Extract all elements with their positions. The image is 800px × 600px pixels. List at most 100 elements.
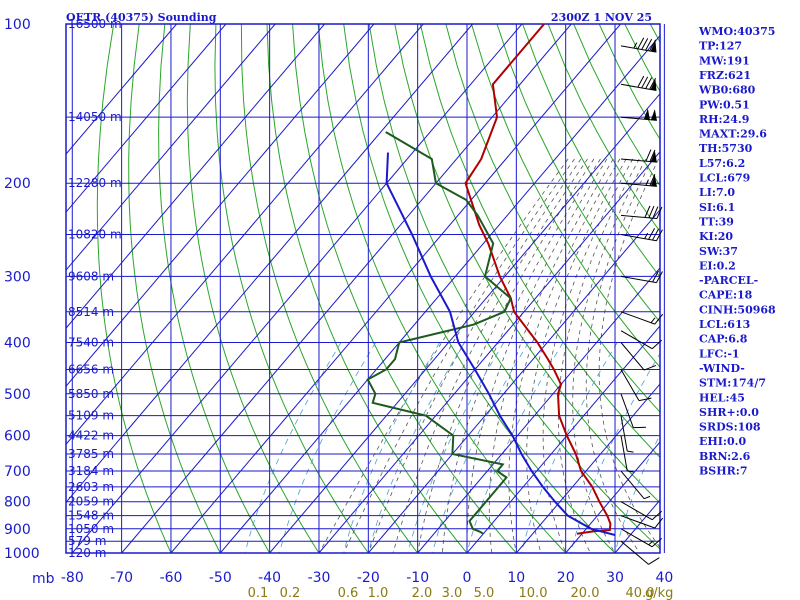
wind-barb-feather	[649, 39, 657, 52]
wind-barb-staff	[620, 515, 655, 529]
wind-barb-half-feather	[627, 470, 634, 473]
wind-barb	[620, 149, 657, 163]
index-value: RH:24.9	[699, 113, 749, 126]
index-value: LFC:-1	[699, 347, 740, 360]
height-label: 12280 m	[68, 176, 122, 190]
wind-barb	[620, 470, 651, 500]
isotherm-line	[219, 34, 660, 553]
wind-barbs	[620, 37, 664, 565]
wind-barb-staff	[620, 501, 653, 521]
wind-barb-feather	[654, 517, 664, 529]
wind-barb-feather	[643, 364, 657, 371]
height-label: 8514 m	[68, 305, 114, 319]
wind-barb-half-feather	[650, 317, 656, 324]
chart-title: OETR (40375) Sounding	[66, 11, 217, 24]
isotherm-line	[66, 24, 424, 446]
wind-barb	[620, 342, 657, 371]
temperature-tick-label: -40	[258, 570, 281, 586]
pressure-tick-label: 900	[4, 522, 31, 538]
index-value: FRZ:621	[699, 69, 751, 82]
isotherm-line	[66, 24, 325, 329]
index-value: LCL:613	[699, 318, 750, 331]
wind-barb	[620, 108, 657, 121]
mixing-ratio-label: 3.0	[442, 586, 463, 600]
index-value: SW:37	[699, 245, 738, 258]
isotherm-line	[466, 325, 660, 553]
height-label: 2603 m	[68, 480, 114, 494]
index-value: CINH:50968	[699, 303, 776, 316]
index-value: BRN:2.6	[699, 450, 751, 463]
wind-barb-feather	[637, 37, 645, 50]
mixing-ratio-label: 40.0	[626, 586, 655, 600]
isotherm-line	[515, 383, 660, 553]
height-label: 3184 m	[68, 464, 114, 478]
index-value: MAXT:29.6	[699, 128, 767, 141]
temperature-tick-label: -10	[406, 570, 429, 586]
temperature-profile-line	[464, 24, 612, 535]
index-value: TH:5730	[699, 142, 753, 155]
wind-barb-feather	[656, 271, 663, 283]
wind-barb-feather	[648, 557, 660, 565]
wind-barb-staff	[620, 435, 628, 472]
isotherm-line	[565, 441, 660, 553]
isotherm-line	[417, 267, 660, 553]
wind-barb-staff	[620, 116, 657, 121]
moist-adiabat-line	[598, 158, 660, 548]
index-value: MW:191	[699, 54, 750, 67]
index-value: LCL:679	[699, 172, 750, 185]
wind-barb-feather	[649, 77, 657, 90]
height-label: 2059 m	[68, 495, 114, 509]
temperature-tick-label: -60	[160, 570, 183, 586]
mixing-ratio-label: 1.0	[368, 586, 389, 600]
temperature-tick-label: -50	[209, 570, 232, 586]
wind-barb-feather	[645, 77, 653, 89]
index-value: STM:174/7	[699, 377, 766, 390]
pressure-unit-label: mb	[32, 571, 55, 587]
wind-barb-half-feather	[643, 495, 651, 500]
index-value: CAPE:18	[699, 289, 753, 302]
pressure-tick-label: 100	[4, 17, 31, 33]
index-value: BSHR:7	[699, 465, 748, 478]
parcel-profile-line	[385, 152, 616, 537]
pressure-tick-label: 300	[4, 269, 31, 285]
index-value: -PARCEL-	[699, 274, 758, 287]
pressure-tick-label: 800	[4, 495, 31, 511]
isotherm-line	[66, 24, 375, 388]
height-label: 5850 m	[68, 387, 114, 401]
temperature-tick-label: 20	[557, 570, 575, 586]
wind-barb-staff	[620, 214, 657, 220]
isotherm-line	[66, 24, 177, 155]
wind-barb	[620, 435, 634, 473]
moist-adiabat-line	[585, 158, 653, 553]
height-label: 9608 m	[68, 269, 114, 283]
wind-barb-staff	[620, 470, 645, 499]
wind-barb-feather	[644, 205, 651, 218]
wind-barb-staff	[620, 528, 653, 548]
isotherm-line	[269, 92, 660, 553]
wind-barb-feather	[648, 206, 655, 219]
wind-barb-feather	[648, 228, 656, 240]
mixing-ratio-label: 20.0	[571, 586, 600, 600]
moist-adiabat-line	[343, 158, 575, 553]
wind-barb-staff	[620, 540, 649, 565]
wind-barb-half-feather	[648, 540, 654, 546]
pressure-tick-label: 700	[4, 464, 31, 480]
temperature-tick-label: 0	[463, 570, 472, 586]
wind-barb	[620, 37, 657, 53]
wind-barb-feather	[638, 397, 652, 402]
wind-barb-feather	[645, 149, 652, 162]
index-value: TP:127	[699, 40, 742, 53]
mixing-ratio-label: 2.0	[412, 586, 433, 600]
wind-barb	[620, 311, 664, 325]
index-value: PW:0.51	[699, 98, 750, 111]
isotherm-line	[66, 24, 276, 271]
index-value: EI:0.2	[699, 259, 736, 272]
wind-barb	[620, 415, 634, 453]
height-label: 14050 m	[68, 110, 122, 124]
index-value: L57:6.2	[699, 157, 745, 170]
wind-barb-feather	[641, 38, 649, 50]
wind-barb-half-feather	[633, 42, 638, 49]
